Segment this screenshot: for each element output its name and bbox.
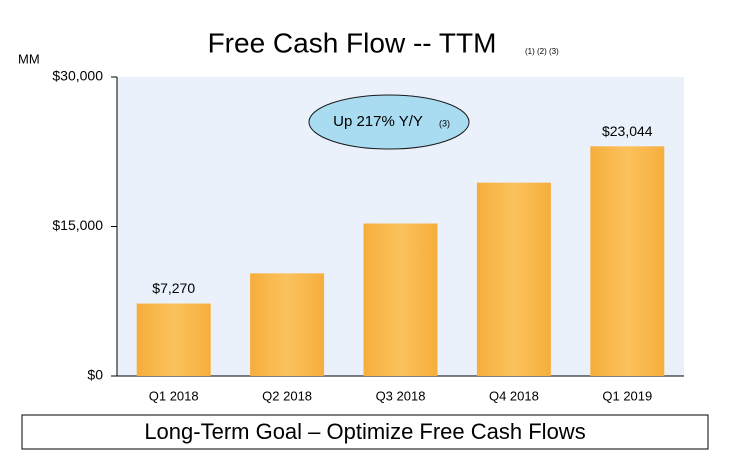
- y-unit-label: MM: [18, 51, 40, 66]
- value-label: $7,270: [152, 280, 195, 296]
- y-tick-label: $15,000: [52, 217, 103, 233]
- x-tick-label: Q1 2019: [602, 388, 652, 403]
- bar: [250, 273, 325, 376]
- chart-title: Free Cash Flow -- TTM: [208, 27, 497, 58]
- x-tick-label: Q2 2018: [262, 388, 312, 403]
- value-label: $23,044: [602, 123, 653, 139]
- y-tick-label: $30,000: [52, 68, 103, 84]
- title-footnotes: (1) (2) (3): [525, 47, 559, 56]
- x-tick-label: Q3 2018: [376, 388, 426, 403]
- footer: Long-Term Goal – Optimize Free Cash Flow…: [144, 419, 585, 444]
- callout-footnote: (3): [439, 118, 450, 128]
- callout-text: Up 217% Y/Y: [333, 113, 423, 130]
- callout-ellipse: [308, 94, 470, 150]
- y-tick-label: $0: [87, 367, 103, 383]
- x-tick-label: Q1 2018: [149, 388, 199, 403]
- x-tick-label: Q4 2018: [489, 388, 539, 403]
- bar: [476, 182, 551, 376]
- bar: [363, 223, 438, 376]
- bar: [136, 303, 211, 376]
- bar: [590, 146, 665, 376]
- footer-box: [21, 414, 709, 450]
